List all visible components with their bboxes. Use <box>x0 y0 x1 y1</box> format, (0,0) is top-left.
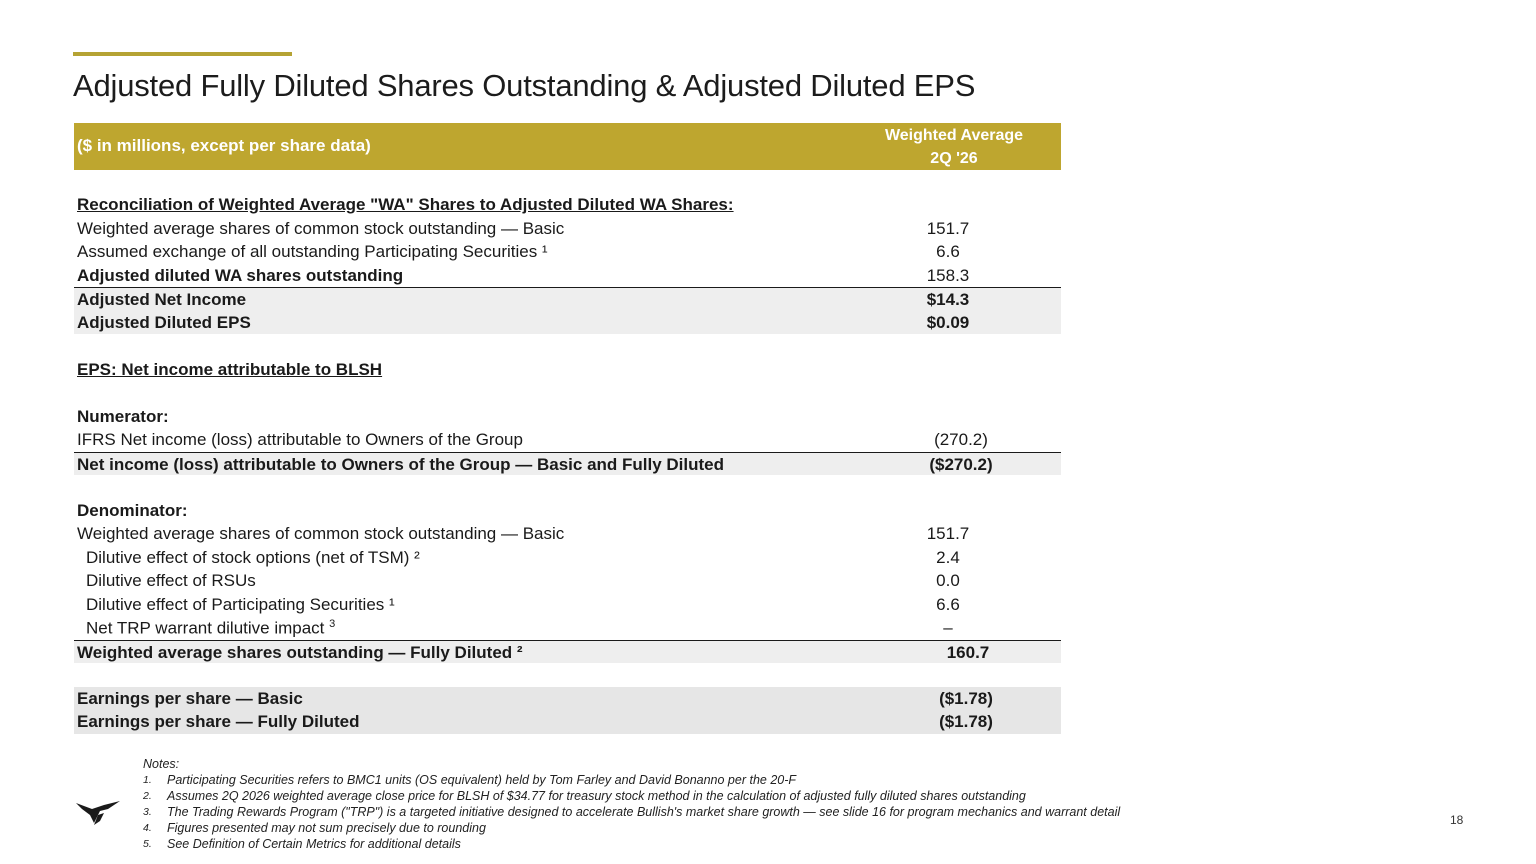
table-row-net-income-total: Net income (loss) attributable to Owners… <box>74 451 1061 475</box>
note-item: 2. Assumes 2Q 2026 weighted average close… <box>143 788 1120 804</box>
row-label: Adjusted Diluted EPS <box>77 312 251 332</box>
row-label: Weighted average shares outstanding — Fu… <box>77 642 523 662</box>
row-label: Denominator: <box>77 500 188 520</box>
table-row: Assumed exchange of all outstanding Part… <box>74 240 1061 264</box>
table-row: IFRS Net income (loss) attributable to O… <box>74 428 1061 452</box>
row-value: ($270.2) <box>929 454 993 474</box>
table-row: Weighted average shares of common stock … <box>74 522 1061 546</box>
table-row: Dilutive effect of stock options (net of… <box>74 546 1061 570</box>
note-number: 3. <box>143 806 152 818</box>
row-label: Dilutive effect of stock options (net of… <box>86 547 420 567</box>
row-label-text: Net TRP warrant dilutive impact <box>86 618 325 638</box>
note-text: The Trading Rewards Program ("TRP") is a… <box>167 805 1121 819</box>
accent-bar <box>73 52 292 56</box>
row-value: – <box>943 618 953 637</box>
row-value: 6.6 <box>936 242 960 261</box>
row-label: Dilutive effect of Participating Securit… <box>86 594 395 614</box>
note-number: 5. <box>143 838 152 850</box>
page-title: Adjusted Fully Diluted Shares Outstandin… <box>73 68 976 103</box>
table-row-eps-diluted: Earnings per share — Fully Diluted ($1.7… <box>74 710 1061 734</box>
spacer <box>74 381 1061 405</box>
note-text: Assumes 2Q 2026 weighted average close p… <box>167 789 1026 803</box>
section-heading-eps: EPS: Net income attributable to BLSH <box>74 358 1061 382</box>
row-value: $14.3 <box>926 290 970 309</box>
row-value: ($1.78) <box>939 712 993 731</box>
row-label: EPS: Net income attributable to BLSH <box>77 359 383 379</box>
row-value: $0.09 <box>926 312 970 332</box>
row-label: Adjusted Net Income <box>77 290 247 309</box>
subheading-numerator: Numerator: <box>74 405 1061 429</box>
note-number: 1. <box>143 774 152 786</box>
note-item: 4. Figures presented may not sum precisel… <box>143 820 1120 836</box>
row-label: Earnings per share — Basic <box>77 688 303 708</box>
row-label: Assumed exchange of all outstanding Part… <box>77 242 548 261</box>
spacer <box>74 170 1061 193</box>
note-text: See Definition of Certain Metrics for ad… <box>167 837 461 851</box>
shares-eps-table: ($ in millions, except per share data) W… <box>74 123 1061 734</box>
row-label: Adjusted diluted WA shares outstanding <box>77 265 404 285</box>
row-label: Weighted average shares of common stock … <box>77 218 565 238</box>
header-units-label: ($ in millions, except per share data) <box>77 136 371 155</box>
header-period-line2: 2Q '26 <box>930 150 978 167</box>
row-label: Weighted average shares of common stock … <box>77 524 565 543</box>
row-value: 151.7 <box>926 524 970 543</box>
row-label: Net income (loss) attributable to Owners… <box>77 454 725 474</box>
spacer <box>74 475 1061 499</box>
bull-logo-icon <box>76 801 120 825</box>
row-label: Net TRP warrant dilutive impact 3 <box>86 618 335 639</box>
row-label: Earnings per share — Fully Diluted <box>77 712 360 731</box>
row-label: Numerator: <box>77 406 169 426</box>
row-value: ($1.78) <box>939 688 993 708</box>
table-row-fully-diluted-shares: Weighted average shares outstanding — Fu… <box>74 639 1061 663</box>
table-row-adjusted-diluted-eps: Adjusted Diluted EPS $0.09 <box>74 310 1061 334</box>
note-item: 5. See Definition of Certain Metrics for … <box>143 836 1120 852</box>
table-row: Dilutive effect of Participating Securit… <box>74 593 1061 617</box>
table-row-eps-basic: Earnings per share — Basic ($1.78) <box>74 686 1061 710</box>
note-text: Figures presented may not sum precisely … <box>167 821 486 835</box>
note-item: 3. The Trading Rewards Program ("TRP") is… <box>143 804 1120 820</box>
table-row: Weighted average shares of common stock … <box>74 217 1061 241</box>
row-value: 151.7 <box>926 218 970 238</box>
table-row-adjusted-net-income: Adjusted Net Income $14.3 <box>74 287 1061 311</box>
row-label: IFRS Net income (loss) attributable to O… <box>77 430 523 449</box>
note-number: 4. <box>143 822 152 834</box>
spacer <box>74 334 1061 358</box>
section-heading-reconciliation: Reconciliation of Weighted Average "WA" … <box>74 193 1061 217</box>
row-value: 6.6 <box>936 594 960 614</box>
note-text: Participating Securities refers to BMC1 … <box>167 773 797 787</box>
table-row: Net TRP warrant dilutive impact 3 – <box>74 616 1061 640</box>
row-label: Dilutive effect of RSUs <box>86 571 256 590</box>
note-item: 1. Participating Securities refers to BMC… <box>143 772 1120 788</box>
row-label: Reconciliation of Weighted Average "WA" … <box>77 195 734 214</box>
table-header: ($ in millions, except per share data) W… <box>74 123 1061 170</box>
row-value: 158.3 <box>926 265 970 285</box>
row-value: 0.0 <box>936 571 960 590</box>
row-value: 2.4 <box>936 547 960 567</box>
header-period: Weighted Average 2Q '26 <box>864 124 1044 170</box>
subheading-denominator: Denominator: <box>74 499 1061 523</box>
page-number: 18 <box>1450 813 1464 827</box>
spacer <box>74 663 1061 687</box>
table-row: Adjusted diluted WA shares outstanding 1… <box>74 264 1061 288</box>
notes-heading: Notes: <box>143 757 180 771</box>
footnote-marker: 3 <box>329 618 336 630</box>
notes: Notes: 1. Participating Securities refers… <box>143 756 1120 852</box>
row-value: 160.7 <box>946 642 990 662</box>
note-number: 2. <box>143 790 152 802</box>
table-row: Dilutive effect of RSUs 0.0 <box>74 569 1061 593</box>
header-period-line1: Weighted Average <box>884 127 1024 144</box>
row-value: (270.2) <box>934 430 988 449</box>
